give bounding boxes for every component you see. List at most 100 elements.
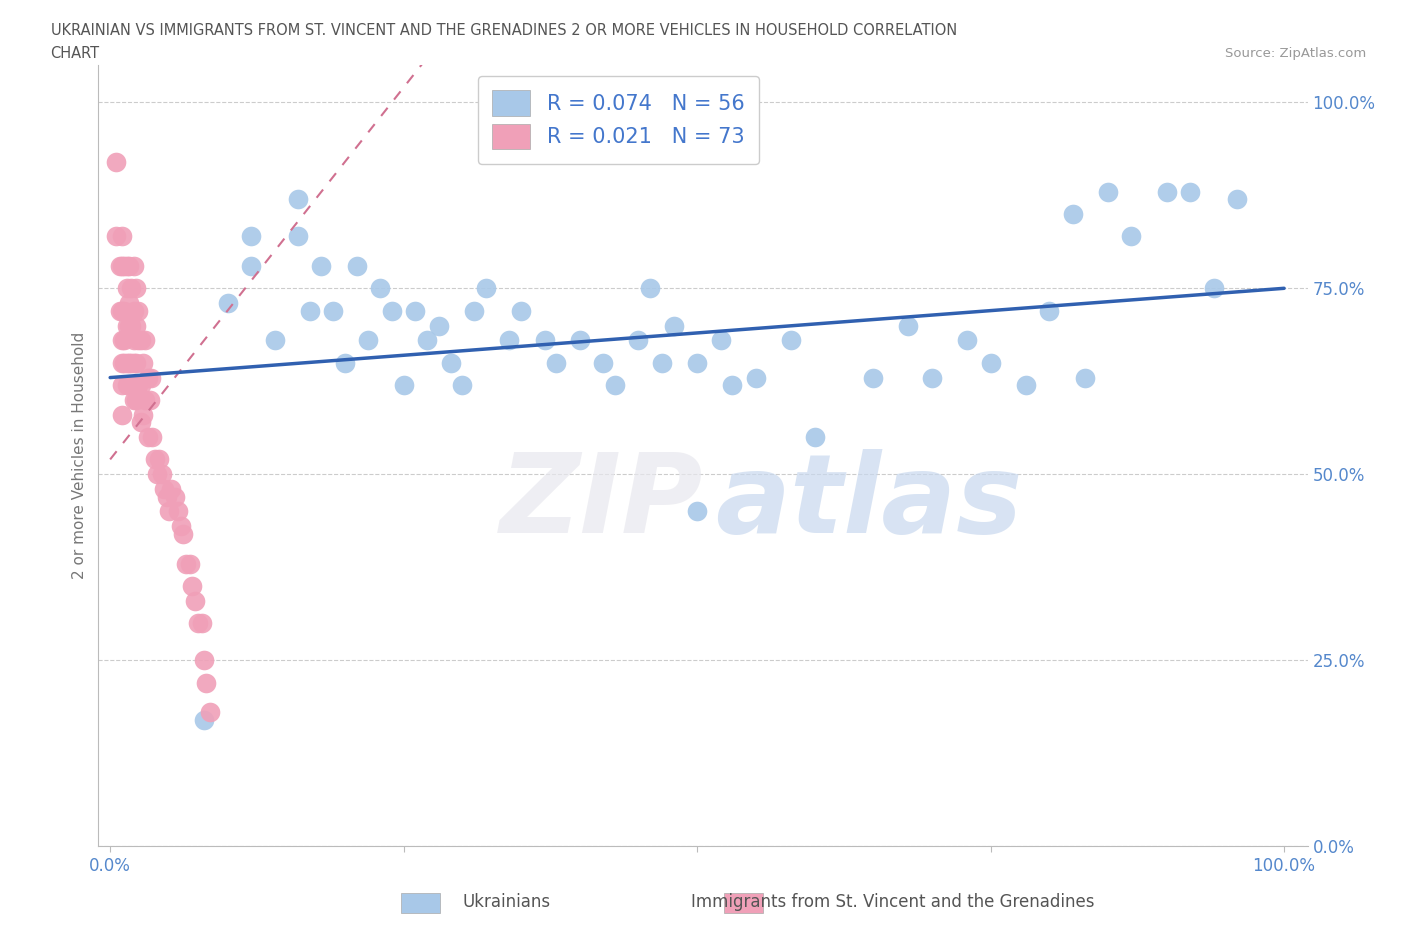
- Point: [129, 378, 152, 392]
- Point: [111, 303, 134, 318]
- Point: [153, 482, 176, 497]
- Point: [416, 333, 439, 348]
- Point: [139, 392, 162, 407]
- Point: [172, 526, 194, 541]
- Point: [1073, 370, 1095, 385]
- Y-axis label: 2 or more Vehicles in Household: 2 or more Vehicles in Household: [72, 332, 87, 579]
- Point: [132, 407, 155, 422]
- Point: [217, 296, 239, 311]
- Point: [651, 355, 673, 370]
- Point: [111, 378, 134, 392]
- Point: [921, 370, 943, 385]
- Point: [263, 333, 285, 348]
- Point: [111, 259, 134, 273]
- Point: [780, 333, 803, 348]
- Point: [122, 392, 145, 407]
- Point: [897, 318, 920, 333]
- Point: [160, 482, 183, 497]
- Point: [118, 318, 141, 333]
- Point: [311, 259, 333, 273]
- Point: [333, 355, 356, 370]
- Point: [120, 318, 142, 333]
- Point: [1226, 192, 1249, 206]
- Legend: R = 0.074   N = 56, R = 0.021   N = 73: R = 0.074 N = 56, R = 0.021 N = 73: [478, 75, 759, 164]
- Point: [368, 281, 391, 296]
- Point: [115, 318, 138, 333]
- Point: [1180, 184, 1202, 199]
- Point: [627, 333, 650, 348]
- Point: [187, 616, 209, 631]
- Point: [179, 556, 201, 571]
- Point: [181, 578, 204, 593]
- Point: [115, 281, 138, 296]
- Point: [568, 333, 591, 348]
- Point: [240, 229, 263, 244]
- Point: [404, 303, 426, 318]
- Point: [510, 303, 533, 318]
- Text: CHART: CHART: [51, 46, 100, 61]
- Point: [122, 303, 145, 318]
- Text: atlas: atlas: [716, 449, 1022, 556]
- Point: [148, 452, 170, 467]
- Point: [322, 303, 344, 318]
- Text: ZIP: ZIP: [499, 449, 703, 556]
- Point: [125, 281, 148, 296]
- Point: [132, 355, 155, 370]
- Point: [143, 452, 166, 467]
- Point: [193, 653, 215, 668]
- Point: [105, 229, 128, 244]
- Point: [125, 355, 148, 370]
- Point: [1097, 184, 1119, 199]
- Point: [112, 333, 135, 348]
- Point: [198, 705, 221, 720]
- Point: [122, 355, 145, 370]
- Point: [1202, 281, 1225, 296]
- Point: [745, 370, 768, 385]
- Point: [120, 281, 142, 296]
- Point: [134, 333, 156, 348]
- Point: [120, 378, 142, 392]
- Point: [111, 333, 134, 348]
- Point: [111, 355, 134, 370]
- Point: [1015, 378, 1038, 392]
- Point: [451, 378, 474, 392]
- Point: [118, 296, 141, 311]
- Point: [136, 370, 159, 385]
- Point: [115, 355, 138, 370]
- Point: [463, 303, 485, 318]
- Point: [1062, 206, 1084, 221]
- Point: [118, 355, 141, 370]
- Point: [475, 281, 498, 296]
- Point: [183, 593, 205, 608]
- Text: Source: ZipAtlas.com: Source: ZipAtlas.com: [1226, 46, 1367, 60]
- Point: [141, 430, 163, 445]
- Point: [120, 355, 142, 370]
- Point: [118, 259, 141, 273]
- Point: [603, 378, 626, 392]
- Point: [980, 355, 1002, 370]
- Point: [533, 333, 555, 348]
- Point: [111, 229, 134, 244]
- Point: [125, 318, 148, 333]
- Point: [662, 318, 685, 333]
- Text: Immigrants from St. Vincent and the Grenadines: Immigrants from St. Vincent and the Gren…: [692, 893, 1094, 911]
- Point: [105, 154, 128, 169]
- Point: [129, 333, 152, 348]
- Point: [193, 712, 215, 727]
- Point: [287, 229, 309, 244]
- Point: [129, 415, 152, 430]
- Point: [108, 259, 131, 273]
- Point: [287, 192, 309, 206]
- Point: [190, 616, 212, 631]
- Point: [686, 504, 709, 519]
- Text: Ukrainians: Ukrainians: [463, 893, 550, 911]
- Point: [115, 259, 138, 273]
- Point: [427, 318, 450, 333]
- Point: [150, 467, 173, 482]
- Point: [111, 407, 134, 422]
- Point: [125, 392, 148, 407]
- Point: [115, 378, 138, 392]
- Point: [638, 281, 661, 296]
- Point: [686, 355, 709, 370]
- Point: [122, 259, 145, 273]
